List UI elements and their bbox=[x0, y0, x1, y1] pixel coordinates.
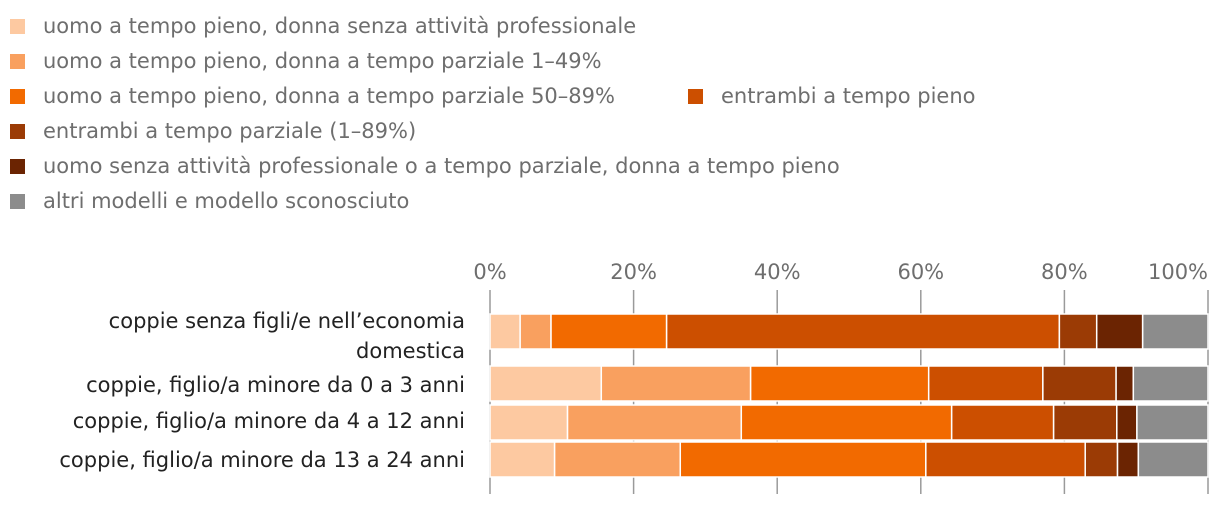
tick-label: 0% bbox=[473, 260, 506, 284]
legend-label: altri modelli e modello sconosciuto bbox=[43, 189, 410, 213]
bar-segment bbox=[1052, 404, 1118, 441]
tick-label: 60% bbox=[897, 260, 944, 284]
legend-label: uomo a tempo pieno, donna a tempo parzia… bbox=[43, 49, 602, 73]
tick-label: 80% bbox=[1041, 260, 1088, 284]
bar-segment bbox=[1141, 313, 1209, 350]
bar-segment bbox=[489, 365, 603, 402]
bar-segment bbox=[1084, 441, 1119, 478]
bar-segment bbox=[1116, 404, 1138, 441]
bar-segment bbox=[489, 441, 556, 478]
bar-segment bbox=[665, 313, 1061, 350]
legend-label: uomo a tempo pieno, donna senza attività… bbox=[43, 14, 637, 38]
category-label: coppie, figlio/a minore da 4 a 12 anni bbox=[73, 409, 465, 433]
bar-segment bbox=[519, 313, 552, 350]
bar-segment bbox=[1136, 404, 1209, 441]
legend-item: uomo a tempo pieno, donna a tempo parzia… bbox=[10, 45, 602, 77]
bar-segment bbox=[927, 365, 1044, 402]
legend-item: entrambi a tempo pieno bbox=[688, 80, 976, 112]
legend-swatch bbox=[688, 88, 703, 104]
legend-swatch bbox=[10, 193, 25, 209]
bar-segment bbox=[749, 365, 930, 402]
bar-segment bbox=[550, 313, 668, 350]
bar-segment bbox=[1115, 365, 1135, 402]
bar-segment bbox=[1132, 365, 1209, 402]
legend-swatch bbox=[10, 123, 25, 139]
legend-item: altri modelli e modello sconosciuto bbox=[10, 185, 409, 217]
bar-segment bbox=[566, 404, 743, 441]
legend-label: uomo senza attività professionale o a te… bbox=[43, 154, 840, 178]
bar-segment bbox=[950, 404, 1055, 441]
bar-segment bbox=[925, 441, 1086, 478]
bar-segment bbox=[679, 441, 927, 478]
bar-segment bbox=[600, 365, 752, 402]
category-label: coppie, figlio/a minore da 0 a 3 anni bbox=[86, 373, 465, 397]
bar-segment bbox=[489, 313, 521, 350]
bar-segment bbox=[1116, 441, 1140, 478]
bar-segment bbox=[489, 404, 569, 441]
legend-label: entrambi a tempo pieno bbox=[721, 84, 976, 108]
legend-label: entrambi a tempo parziale (1–89%) bbox=[43, 119, 417, 143]
legend-item: uomo a tempo pieno, donna a tempo parzia… bbox=[10, 80, 615, 112]
tick-label: 40% bbox=[754, 260, 801, 284]
tick-label: 100% bbox=[1148, 260, 1208, 284]
legend-item: uomo a tempo pieno, donna senza attività… bbox=[10, 10, 636, 42]
legend-label: uomo a tempo pieno, donna a tempo parzia… bbox=[43, 84, 615, 108]
legend-swatch bbox=[10, 53, 25, 69]
bar-segment bbox=[1095, 313, 1144, 350]
bar-segment bbox=[1137, 441, 1209, 478]
bar-segment bbox=[1058, 313, 1098, 350]
legend-swatch bbox=[10, 158, 25, 174]
legend-item: entrambi a tempo parziale (1–89%) bbox=[10, 115, 416, 147]
category-label: domestica bbox=[356, 339, 465, 363]
tick-label: 20% bbox=[610, 260, 657, 284]
legend-swatch bbox=[10, 88, 25, 104]
category-label: coppie senza figli/e nell’economia bbox=[109, 309, 465, 333]
bar-segment bbox=[553, 441, 682, 478]
legend-swatch bbox=[10, 18, 25, 34]
bar-segment bbox=[1042, 365, 1117, 402]
bar-segment bbox=[740, 404, 953, 441]
category-label: coppie, figlio/a minore da 13 a 24 anni bbox=[59, 448, 465, 472]
legend-item: uomo senza attività professionale o a te… bbox=[10, 150, 840, 182]
